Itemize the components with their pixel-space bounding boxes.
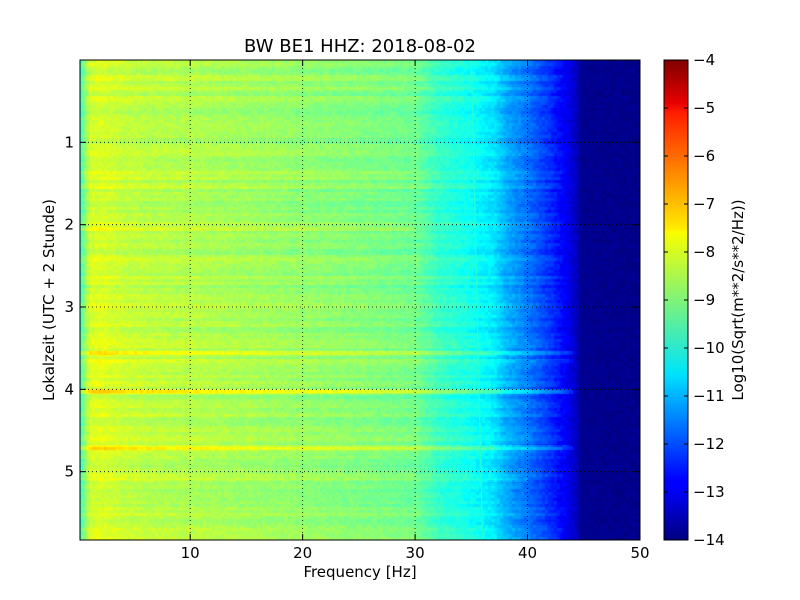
colorbar-label: Log10(Sqrt(m**2/s**2/Hz)): [729, 199, 747, 400]
x-tick-label: 40: [518, 544, 537, 562]
x-tick-label: 50: [630, 544, 649, 562]
x-axis-label: Frequency [Hz]: [303, 563, 416, 581]
spectral-line-layer: [470, 60, 484, 540]
x-axis-ticks: 10 20 30 40 50: [181, 60, 650, 562]
y-tick-label: 2: [64, 216, 74, 234]
y-axis-ticks: 1 2 3 4 5: [64, 133, 640, 481]
grid-lines: [80, 60, 640, 540]
y-axis-label: Lokalzeit (UTC + 2 Stunde): [40, 199, 58, 401]
y-tick-label: 1: [64, 133, 74, 151]
colorbar-tick-label: −5: [693, 99, 715, 117]
x-tick-label: 30: [406, 544, 425, 562]
colorbar-tick-label: −11: [693, 387, 725, 405]
plot-area: 10 20 30 40 50 1 2 3 4 5: [64, 59, 650, 562]
colorbar-ticks: −4 −5 −6 −7 −8 −9 −10 −11 −12 −13 −14: [664, 51, 725, 549]
colorbar-tick-label: −9: [693, 291, 715, 309]
colorbar-tick-label: −7: [693, 195, 715, 213]
colorbar-tick-label: −4: [693, 51, 715, 69]
spectrogram-heatmap: [80, 60, 640, 540]
y-tick-label: 3: [64, 298, 74, 316]
colorbar-tick-label: −13: [693, 483, 725, 501]
colorbar-tick-label: −12: [693, 435, 725, 453]
spectral-line: [470, 60, 484, 540]
plot-frame: [79, 59, 641, 541]
chart-title: BW BE1 HHZ: 2018-08-02: [244, 36, 476, 57]
colorbar-tick-label: −6: [693, 147, 715, 165]
colorbar-tick-label: −8: [693, 243, 715, 261]
y-tick-label: 5: [64, 463, 74, 481]
colorbar-tick-label: −10: [693, 339, 725, 357]
colorbar-tick-label: −14: [693, 531, 725, 549]
x-tick-label: 20: [293, 544, 312, 562]
x-tick-label: 10: [181, 544, 200, 562]
y-tick-label: 4: [64, 380, 74, 398]
colorbar: −4 −5 −6 −7 −8 −9 −10 −11 −12 −13 −14 Log10(Sqrt(m…: [663, 51, 747, 549]
